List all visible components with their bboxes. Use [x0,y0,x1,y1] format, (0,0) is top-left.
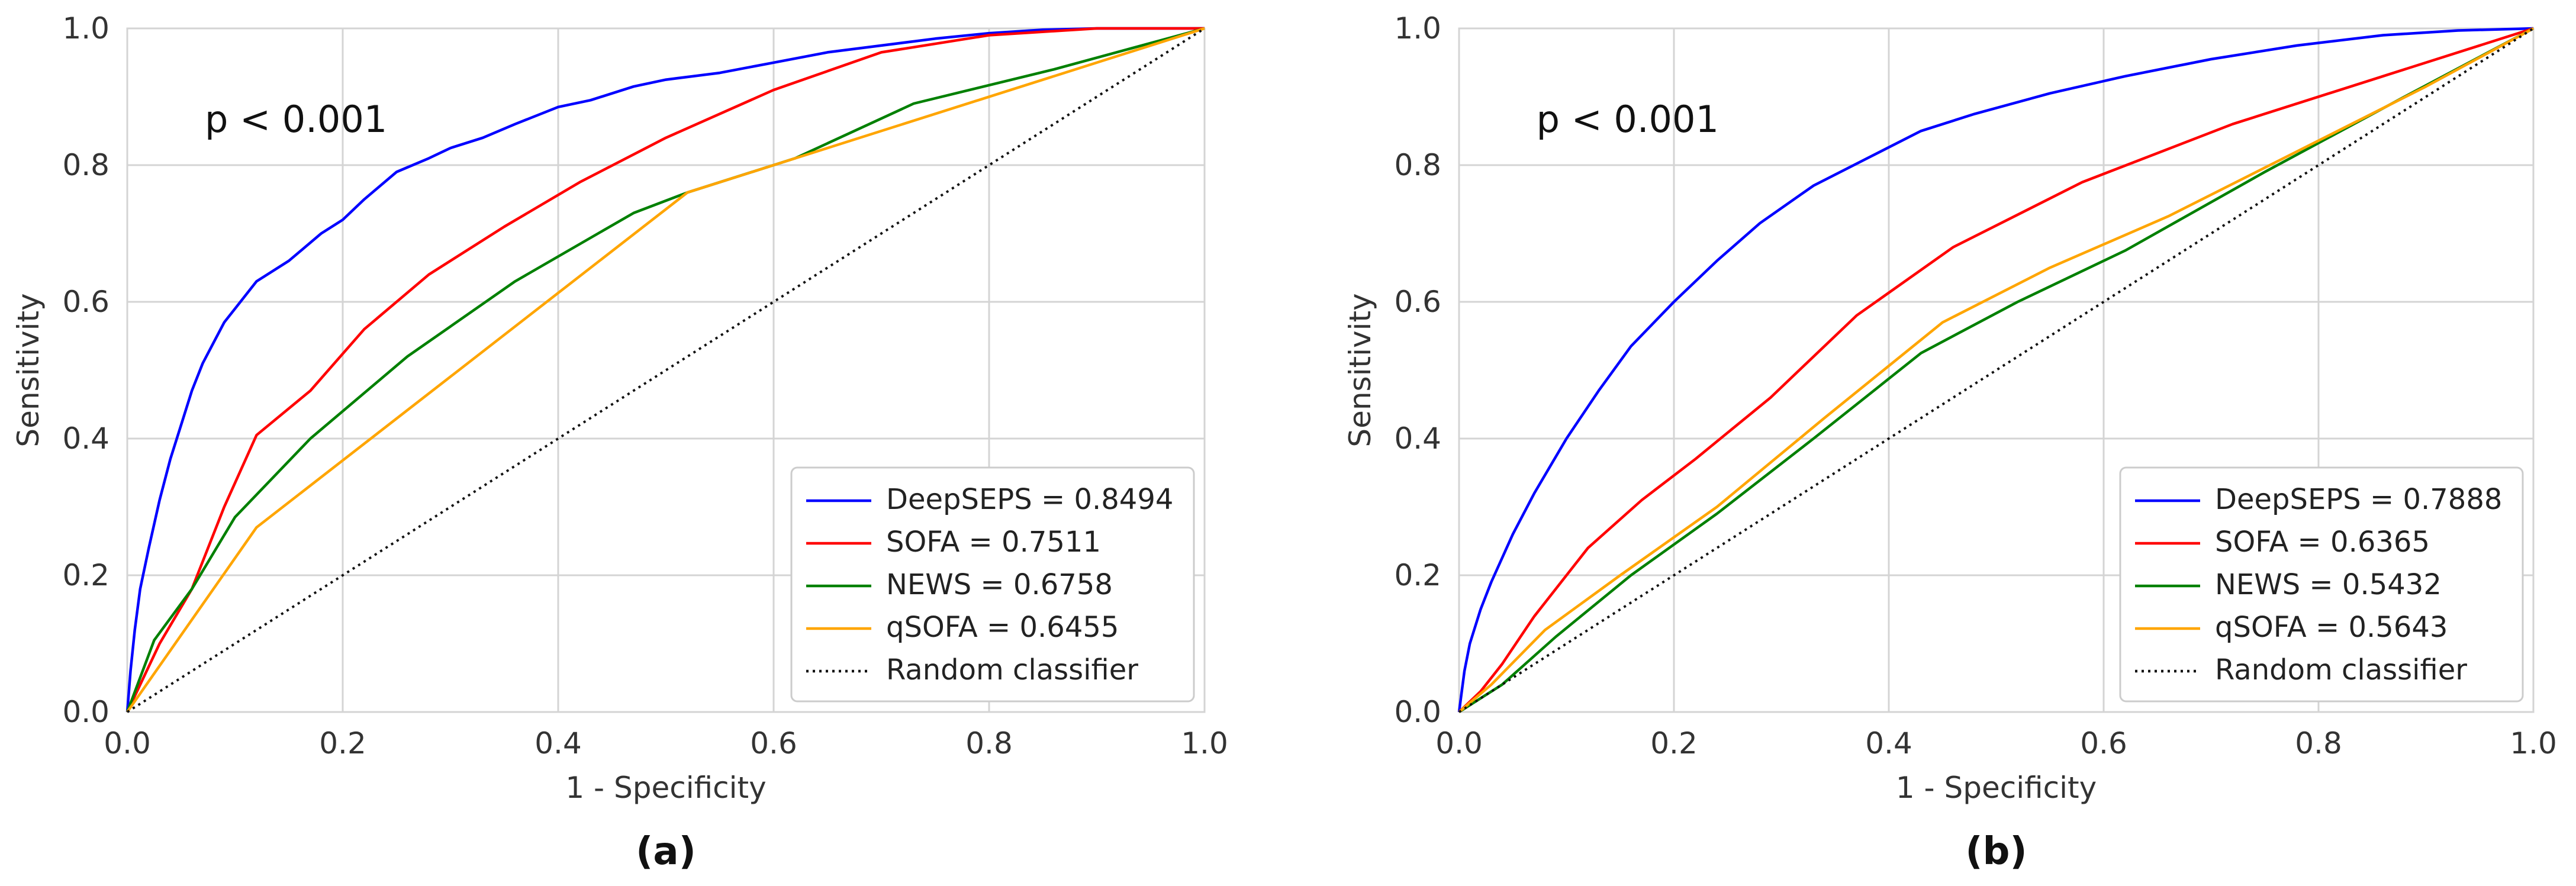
legend-label: SOFA = 0.7511 [886,526,1101,559]
x-tick-label: 0.0 [104,726,151,761]
y-tick-label: 0.8 [1394,148,1441,182]
series-line-sofa [125,27,1205,713]
x-tick-label: 0.4 [534,726,582,761]
p-value-annotation: p < 0.001 [1537,98,1719,141]
y-tick-label: 1.0 [1394,11,1441,46]
series-line-random [126,27,1206,713]
series-line-news [125,27,1205,713]
panel-caption: (b) [1965,830,2027,874]
x-tick-label: 0.8 [2295,726,2342,761]
x-tick-label: 1.0 [1181,726,1228,761]
y-axis-label: Sensitivity [1343,293,1377,447]
x-tick-label: 0.6 [2080,726,2127,761]
y-tick-label: 0.2 [62,558,110,592]
x-tick-label: 0.8 [965,726,1013,761]
legend-box [790,466,1195,703]
panel-caption: (a) [636,830,696,874]
legend-label: qSOFA = 0.5643 [2215,611,2448,644]
y-tick-label: 0.6 [1394,285,1441,319]
legend: DeepSEPS = 0.8494 SOFA = 0.7511 NEWS = 0.6… [790,466,1195,703]
series-line-news [1458,27,2535,713]
x-tick-label: 0.2 [319,726,366,761]
legend-label: qSOFA = 0.6455 [886,611,1119,644]
p-value-annotation: p < 0.001 [205,98,387,141]
y-axis-label: Sensitivity [11,293,46,447]
y-tick-label: 0.4 [62,421,110,456]
series-line-qsofa [126,27,1205,713]
x-tick-label: 0.6 [750,726,797,761]
y-tick-label: 0.0 [1394,695,1441,729]
x-tick-label: 1.0 [2510,726,2557,761]
legend-label: DeepSEPS = 0.7888 [2215,483,2502,516]
x-tick-label: 0.0 [1435,726,1483,761]
series-line-qsofa [1458,27,2535,713]
legend-label: Random classifier [886,653,1138,687]
x-axis-label: 1 - Specificity [1896,771,2097,805]
y-tick-label: 0.6 [62,285,110,319]
series-line-deepseps [125,27,1205,713]
legend-label: NEWS = 0.6758 [886,568,1113,601]
legend-label: DeepSEPS = 0.8494 [886,483,1173,516]
legend-box [2119,466,2524,703]
x-tick-label: 0.4 [1865,726,1912,761]
y-tick-label: 0.8 [62,148,110,182]
x-axis-label: 1 - Specificity [565,771,766,805]
series-line-deepseps [1457,27,2534,713]
y-tick-label: 0.2 [1394,558,1441,592]
chart-panel-b: 0.0 0.2 0.4 0.6 0.8 1.0 0.0 0.2 0.4 0.6 0.8 1.0 1 - … [1343,11,2557,874]
plot-frame [126,27,1206,713]
y-tick-label: 0.0 [62,695,110,729]
y-tick-label: 0.4 [1394,421,1441,456]
legend: DeepSEPS = 0.7888 SOFA = 0.6365 NEWS = 0.5… [2119,466,2524,703]
legend-label: Random classifier [2215,653,2467,687]
chart-panel-a: 0.0 0.2 0.4 0.6 0.8 1.0 0.0 0.2 0.4 0.6 0.8 1.0 1 - … [11,11,1228,874]
legend-label: NEWS = 0.5432 [2215,568,2442,601]
y-tick-label: 1.0 [62,11,110,46]
plot-frame [1458,27,2535,713]
series-line-sofa [1458,27,2534,713]
legend-label: SOFA = 0.6365 [2215,526,2430,559]
x-tick-label: 0.2 [1650,726,1698,761]
